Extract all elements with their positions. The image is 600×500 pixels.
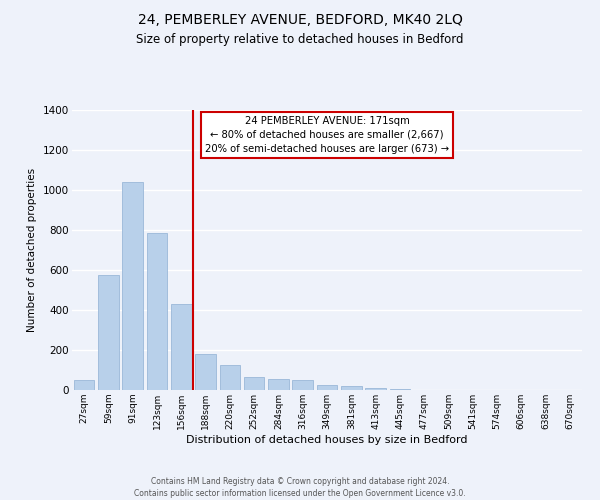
Bar — [220, 365, 240, 390]
Text: Size of property relative to detached houses in Bedford: Size of property relative to detached ho… — [136, 32, 464, 46]
Bar — [195, 354, 216, 390]
Y-axis label: Number of detached properties: Number of detached properties — [28, 168, 37, 332]
Bar — [341, 386, 362, 390]
Bar — [244, 377, 265, 390]
Bar — [146, 233, 167, 390]
Bar — [122, 182, 143, 390]
Text: 24, PEMBERLEY AVENUE, BEDFORD, MK40 2LQ: 24, PEMBERLEY AVENUE, BEDFORD, MK40 2LQ — [137, 12, 463, 26]
X-axis label: Distribution of detached houses by size in Bedford: Distribution of detached houses by size … — [186, 434, 468, 444]
Bar — [171, 304, 191, 390]
Text: 24 PEMBERLEY AVENUE: 171sqm
← 80% of detached houses are smaller (2,667)
20% of : 24 PEMBERLEY AVENUE: 171sqm ← 80% of det… — [205, 116, 449, 154]
Bar — [317, 385, 337, 390]
Bar — [292, 380, 313, 390]
Bar — [98, 275, 119, 390]
Bar — [268, 379, 289, 390]
Bar — [365, 388, 386, 390]
Bar — [389, 389, 410, 390]
Text: Contains HM Land Registry data © Crown copyright and database right 2024.
Contai: Contains HM Land Registry data © Crown c… — [134, 476, 466, 498]
Bar — [74, 380, 94, 390]
